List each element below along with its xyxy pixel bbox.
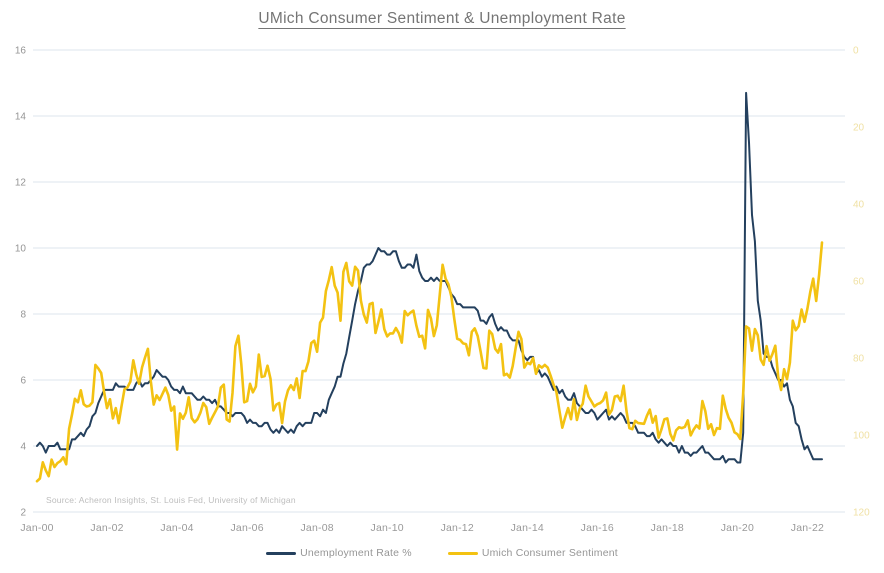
left-axis-tick-label: 6 bbox=[20, 376, 26, 387]
right-axis-tick-label: 40 bbox=[853, 200, 865, 211]
page-title: UMich Consumer Sentiment & Unemployment … bbox=[0, 10, 884, 28]
right-axis-tick-label: 0 bbox=[853, 46, 859, 57]
right-axis-tick-label: 20 bbox=[853, 123, 865, 134]
chart-title-text: UMich Consumer Sentiment & Unemployment … bbox=[258, 10, 626, 27]
x-axis-tick-label: Jan-00 bbox=[20, 522, 53, 534]
left-axis-tick-label: 16 bbox=[15, 46, 27, 57]
left-axis-tick-label: 4 bbox=[20, 442, 26, 453]
x-axis-tick-label: Jan-22 bbox=[791, 522, 824, 534]
x-axis-tick-label: Jan-16 bbox=[581, 522, 614, 534]
legend-label-unemployment: Unemployment Rate % bbox=[300, 547, 412, 559]
unemployment-line-swatch bbox=[266, 551, 297, 555]
legend: Unemployment Rate % Umich Consumer Senti… bbox=[0, 547, 884, 559]
legend-label-sentiment: Umich Consumer Sentiment bbox=[481, 547, 618, 559]
right-axis-tick-label: 120 bbox=[853, 508, 870, 519]
x-axis-tick-label: Jan-12 bbox=[441, 522, 474, 534]
legend-item-sentiment: Umich Consumer Sentiment bbox=[447, 547, 618, 559]
consumer-sentiment-line bbox=[35, 241, 824, 483]
left-axis-tick-label: 8 bbox=[20, 310, 26, 321]
x-axis-tick-label: Jan-10 bbox=[371, 522, 404, 534]
x-axis-tick-label: Jan-20 bbox=[721, 522, 754, 534]
left-axis-tick-label: 2 bbox=[20, 508, 26, 519]
right-axis-tick-label: 80 bbox=[853, 354, 865, 365]
source-note: Source: Acheron Insights, St. Louis Fed,… bbox=[46, 495, 296, 505]
unemployment-rate-line bbox=[36, 91, 823, 464]
x-axis-tick-label: Jan-06 bbox=[230, 522, 263, 534]
right-axis-tick-label: 60 bbox=[853, 277, 865, 288]
x-axis-tick-label: Jan-02 bbox=[90, 522, 123, 534]
x-axis-tick-label: Jan-04 bbox=[160, 522, 193, 534]
left-axis-tick-label: 10 bbox=[15, 244, 27, 255]
right-axis-tick-label: 100 bbox=[853, 431, 870, 442]
x-axis-tick-label: Jan-08 bbox=[300, 522, 333, 534]
x-axis-tick-label: Jan-14 bbox=[511, 522, 544, 534]
x-axis-tick-label: Jan-18 bbox=[651, 522, 684, 534]
legend-item-unemployment: Unemployment Rate % bbox=[266, 547, 412, 559]
left-axis-tick-label: 12 bbox=[15, 178, 27, 189]
sentiment-line-swatch bbox=[447, 551, 478, 555]
left-axis-tick-label: 14 bbox=[15, 112, 27, 123]
